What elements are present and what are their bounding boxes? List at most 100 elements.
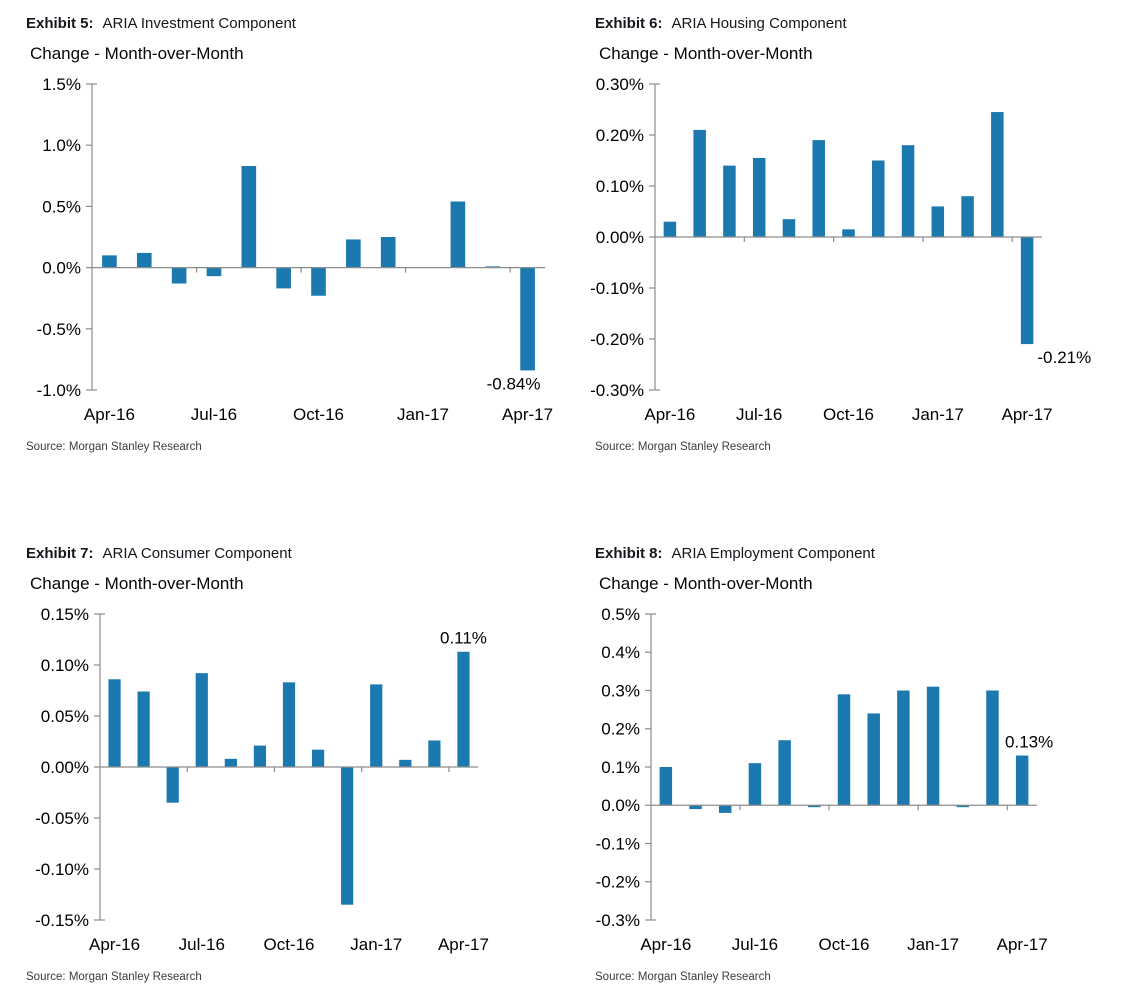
bar-Sep-16 — [812, 140, 825, 237]
x-tick-label: Oct-16 — [293, 405, 344, 424]
chart-subtitle: Change - Month-over-Month — [30, 44, 244, 63]
bar-Jul-16 — [195, 673, 208, 767]
exhibit-7-header: Exhibit 7: ARIA Consumer Component — [26, 545, 292, 562]
y-tick-label: -0.05% — [35, 809, 89, 828]
bar-Jul-16 — [752, 157, 766, 237]
exhibit-title: ARIA Consumer Component — [102, 545, 292, 562]
y-tick-label: 0.0% — [42, 259, 81, 278]
exhibit-title: ARIA Housing Component — [671, 15, 847, 32]
bar-May-16 — [693, 129, 706, 237]
bar-Jun-16 — [718, 805, 732, 813]
bar-May-16 — [136, 252, 152, 268]
y-tick-label: 0.30% — [596, 75, 644, 94]
x-tick-label: Apr-16 — [89, 935, 140, 954]
bar-Nov-16 — [872, 160, 885, 237]
bar-value-label: -0.21% — [1037, 348, 1091, 367]
chart-subtitle: Change - Month-over-Month — [599, 44, 813, 63]
y-tick-label: 0.3% — [601, 681, 640, 700]
y-tick-label: 0.05% — [41, 707, 89, 726]
bar-Feb-17 — [399, 759, 412, 767]
y-tick-label: 0.00% — [596, 228, 644, 247]
x-tick-label: Oct-16 — [263, 935, 314, 954]
bar-Aug-16 — [778, 740, 791, 806]
source-note: Source: Morgan Stanley Research — [595, 441, 771, 453]
y-tick-label: 1.5% — [42, 75, 81, 94]
bar-Oct-16 — [311, 267, 326, 296]
bar-Mar-17 — [428, 740, 441, 767]
bar-Apr-16 — [663, 221, 677, 237]
y-tick-label: -0.1% — [596, 834, 640, 853]
bar-May-16 — [137, 691, 150, 767]
bar-Oct-16 — [842, 229, 855, 237]
bar-Sep-16 — [253, 745, 267, 767]
bar-Mar-17 — [485, 266, 501, 268]
bar-value-label: 0.11% — [440, 629, 487, 648]
exhibit-8-panel: Exhibit 8: ARIA Employment Component Chan… — [569, 530, 1138, 1004]
x-tick-label: Oct-16 — [823, 405, 874, 424]
bar-Apr-17 — [457, 651, 470, 767]
x-tick-label: Jul-16 — [179, 935, 225, 954]
y-tick-label: -0.3% — [596, 911, 640, 930]
bar-Oct-16 — [282, 682, 296, 767]
x-tick-label: Jan-17 — [350, 935, 402, 954]
bar-Apr-17 — [1015, 755, 1029, 806]
bar-Dec-16 — [897, 690, 910, 806]
bar-Apr-16 — [108, 679, 121, 767]
exhibit-6-header: Exhibit 6: ARIA Housing Component — [595, 15, 847, 32]
y-tick-label: 0.10% — [41, 656, 89, 675]
y-tick-label: 0.20% — [596, 126, 644, 145]
chart-subtitle: Change - Month-over-Month — [599, 574, 813, 593]
y-tick-label: 0.5% — [42, 197, 81, 216]
x-tick-label: Oct-16 — [818, 935, 869, 954]
source-note: Source: Morgan Stanley Research — [26, 971, 202, 983]
bar-Nov-16 — [867, 713, 880, 806]
x-tick-label: Apr-17 — [1002, 405, 1053, 424]
bar-Apr-17 — [520, 267, 535, 371]
y-tick-label: -0.2% — [596, 873, 640, 892]
exhibit-6-panel: Exhibit 6: ARIA Housing Component Change … — [569, 0, 1138, 474]
bar-Oct-16 — [837, 694, 851, 806]
bar-Sep-16 — [276, 267, 291, 289]
bar-Jun-16 — [171, 267, 187, 284]
bar-Feb-17 — [956, 805, 970, 808]
x-tick-label: Apr-17 — [502, 405, 553, 424]
y-tick-label: -0.15% — [35, 911, 89, 930]
bar-Mar-17 — [991, 112, 1004, 237]
exhibit-number-label: Exhibit 8: — [595, 545, 663, 562]
bar-Nov-16 — [311, 749, 325, 767]
bar-Dec-16 — [901, 145, 915, 237]
bar-Jul-16 — [206, 267, 222, 277]
x-tick-label: Apr-16 — [644, 405, 695, 424]
y-tick-label: -0.5% — [37, 320, 81, 339]
x-tick-label: Jul-16 — [191, 405, 237, 424]
bar-Aug-16 — [224, 758, 237, 767]
housing-bar-chart: 0.30%0.20%0.10%0.00%-0.10%-0.20%-0.30%Ap… — [590, 75, 1091, 424]
y-tick-label: -0.20% — [590, 330, 644, 349]
y-tick-label: -0.10% — [35, 860, 89, 879]
exhibit-title: ARIA Employment Component — [671, 545, 875, 562]
y-tick-label: 1.0% — [42, 136, 81, 155]
y-tick-label: 0.10% — [596, 177, 644, 196]
x-tick-label: Apr-17 — [438, 935, 489, 954]
y-tick-label: -0.30% — [590, 381, 644, 400]
bar-Feb-17 — [450, 201, 466, 268]
bar-Dec-16 — [380, 237, 396, 268]
exhibit-number-label: Exhibit 5: — [26, 15, 94, 32]
x-tick-label: Apr-16 — [640, 935, 691, 954]
x-tick-label: Jan-17 — [907, 935, 959, 954]
source-note: Source: Morgan Stanley Research — [595, 971, 771, 983]
bar-Nov-16 — [346, 239, 361, 268]
bar-Feb-17 — [961, 196, 974, 237]
bar-value-label: 0.13% — [1005, 733, 1053, 752]
x-tick-label: Jan-17 — [912, 405, 964, 424]
employment-bar-chart: 0.5%0.4%0.3%0.2%0.1%0.0%-0.1%-0.2%-0.3%A… — [596, 605, 1054, 954]
exhibit-5-panel: Exhibit 5: ARIA Investment Component Chan… — [0, 0, 569, 474]
exhibit-5-header: Exhibit 5: ARIA Investment Component — [26, 15, 296, 32]
y-tick-label: 0.0% — [601, 796, 640, 815]
bar-Apr-17 — [1020, 237, 1034, 345]
chart-subtitle: Change - Month-over-Month — [30, 574, 244, 593]
bar-value-label: -0.84% — [487, 374, 541, 393]
y-tick-label: 0.1% — [601, 758, 640, 777]
investment-bar-chart: 1.5% 1.0% 0.5% 0.0% -0.5% -1.0%Apr-16 Jul-16 Oc… — [37, 75, 554, 424]
